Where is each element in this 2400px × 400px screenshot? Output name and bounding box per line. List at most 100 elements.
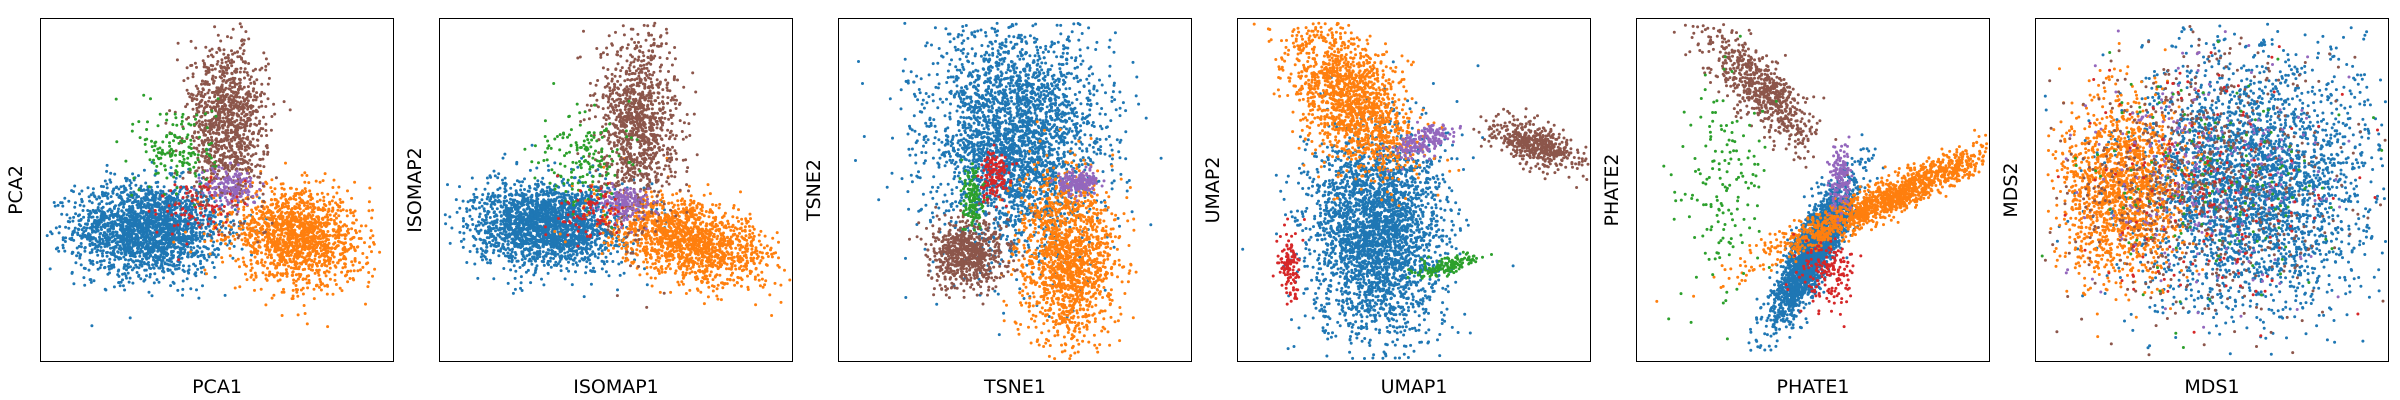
scatter-point bbox=[124, 208, 128, 212]
scatter-point bbox=[297, 254, 301, 258]
scatter-point bbox=[251, 137, 255, 141]
scatter-point bbox=[129, 265, 132, 269]
scatter-point bbox=[216, 113, 220, 117]
scatter-point bbox=[225, 107, 229, 111]
scatter-point bbox=[191, 136, 195, 140]
scatter-point bbox=[132, 212, 136, 216]
scatter-point bbox=[187, 116, 190, 119]
scatter-point bbox=[298, 212, 301, 216]
scatter-point bbox=[238, 46, 242, 50]
scatter-point bbox=[322, 195, 326, 199]
scatter-point bbox=[247, 223, 251, 227]
scatter-point bbox=[268, 218, 272, 222]
scatter-point bbox=[202, 129, 206, 133]
scatter-point bbox=[200, 253, 204, 257]
scatter-point bbox=[171, 264, 175, 268]
scatter-point bbox=[295, 241, 299, 245]
scatter-point bbox=[280, 231, 284, 235]
scatter-point bbox=[197, 143, 201, 147]
scatter-point bbox=[291, 270, 295, 274]
scatter-point bbox=[313, 218, 317, 222]
scatter-point bbox=[207, 99, 211, 103]
scatter-point bbox=[235, 212, 239, 216]
scatter-point bbox=[174, 236, 178, 240]
scatter-point bbox=[76, 227, 80, 231]
scatter-point bbox=[354, 231, 358, 235]
scatter-point bbox=[311, 229, 315, 233]
scatter-point bbox=[232, 244, 236, 248]
scatter-point bbox=[293, 263, 297, 267]
scatter-point bbox=[276, 210, 280, 214]
scatter-point bbox=[312, 260, 316, 264]
scatter-point bbox=[124, 176, 127, 180]
scatter-point bbox=[118, 284, 122, 288]
scatter-point bbox=[307, 181, 311, 185]
scatter-point bbox=[319, 242, 322, 246]
scatter-point bbox=[178, 174, 182, 178]
scatter-point bbox=[99, 245, 103, 249]
scatter-point bbox=[216, 126, 220, 130]
scatter-point bbox=[201, 218, 205, 222]
scatter-point bbox=[284, 211, 287, 215]
scatter-point bbox=[242, 205, 246, 209]
scatter-point bbox=[332, 195, 336, 199]
scatter-point bbox=[125, 218, 129, 222]
scatter-point bbox=[280, 290, 284, 294]
scatter-point bbox=[133, 228, 137, 232]
scatter-point bbox=[300, 224, 304, 228]
scatter-point bbox=[231, 219, 235, 223]
scatter-point bbox=[185, 202, 188, 206]
scatter-point bbox=[346, 227, 350, 231]
scatter-point bbox=[234, 259, 238, 263]
scatter-point bbox=[352, 235, 356, 239]
scatter-point bbox=[97, 195, 101, 199]
scatter-point bbox=[169, 154, 172, 158]
scatter-point bbox=[61, 236, 65, 240]
scatter-point bbox=[253, 95, 257, 99]
scatter-point bbox=[303, 225, 306, 229]
scatter-point bbox=[162, 207, 166, 211]
scatter-point bbox=[249, 258, 253, 262]
scatter-point bbox=[322, 199, 326, 203]
scatter-point bbox=[340, 270, 344, 274]
scatter-point bbox=[222, 78, 226, 82]
scatter-point bbox=[103, 287, 107, 291]
scatter-point bbox=[168, 236, 172, 240]
scatter-point bbox=[162, 245, 166, 249]
scatter-point bbox=[332, 214, 336, 218]
scatter-point bbox=[130, 268, 134, 272]
scatter-point bbox=[371, 274, 374, 278]
scatter-point bbox=[178, 246, 182, 250]
scatter-point bbox=[177, 198, 181, 202]
scatter-point bbox=[71, 250, 74, 254]
scatter-point bbox=[93, 195, 97, 199]
scatter-point bbox=[243, 76, 246, 80]
scatter-point bbox=[136, 202, 140, 206]
scatter-point bbox=[247, 165, 250, 169]
scatter-point bbox=[131, 281, 135, 285]
scatter-point bbox=[236, 210, 240, 214]
scatter-point bbox=[185, 88, 189, 92]
scatter-point bbox=[189, 142, 193, 146]
scatter-point bbox=[161, 258, 165, 262]
scatter-point bbox=[240, 56, 243, 60]
scatter-point bbox=[232, 101, 236, 105]
scatter-point bbox=[165, 246, 169, 250]
scatter-point bbox=[128, 205, 131, 208]
scatter-point bbox=[276, 279, 280, 283]
scatter-point bbox=[91, 262, 95, 266]
scatter-point bbox=[99, 263, 103, 267]
scatter-point bbox=[113, 213, 117, 217]
scatter-point bbox=[291, 294, 295, 298]
scatter-point bbox=[307, 230, 311, 234]
scatter-point bbox=[178, 153, 182, 156]
scatter-point bbox=[190, 186, 194, 189]
scatter-point bbox=[254, 206, 258, 210]
scatter-point bbox=[249, 140, 253, 144]
scatter-point bbox=[97, 202, 101, 206]
scatter-point bbox=[187, 163, 191, 166]
scatter-point bbox=[259, 100, 263, 104]
scatter-point bbox=[290, 211, 294, 215]
scatter-point bbox=[146, 249, 150, 253]
scatter-point bbox=[153, 241, 157, 245]
